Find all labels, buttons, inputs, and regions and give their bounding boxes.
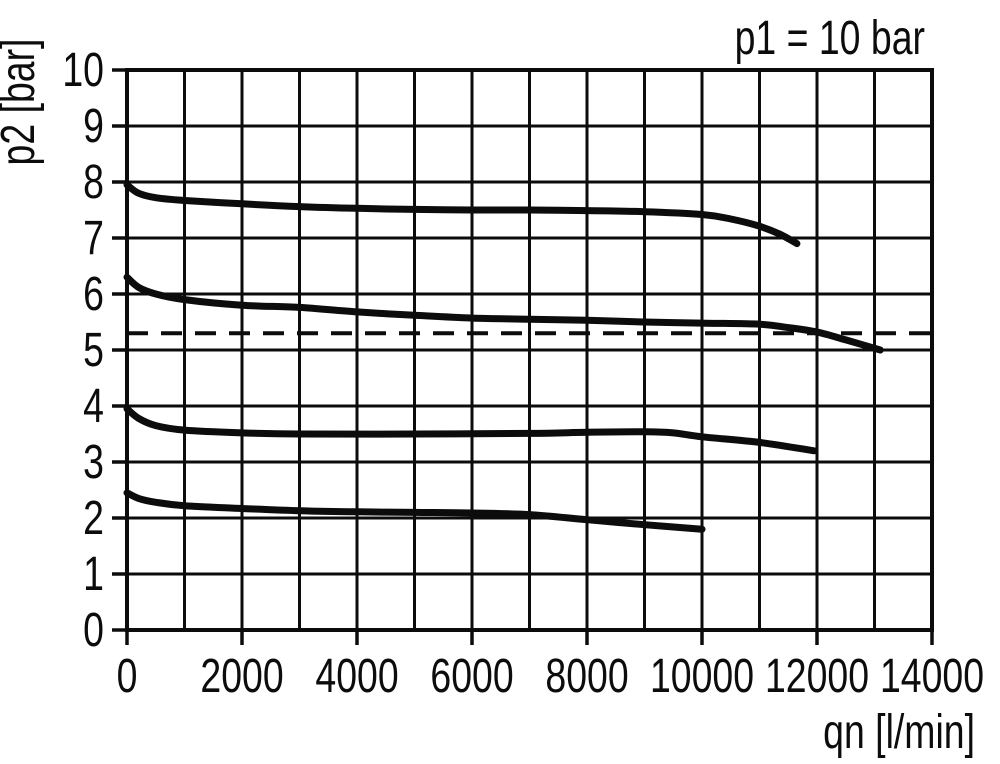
tick-layer: [112, 68, 934, 645]
y-tick-label: 0: [83, 604, 104, 658]
y-tick-label: 6: [83, 268, 104, 322]
grid-layer: [125, 68, 934, 632]
y-tick-label: 9: [83, 100, 104, 154]
y-axis-label: p2 [bar]: [0, 39, 45, 166]
x-tick-label: 4000: [315, 650, 398, 704]
y-tick-label: 7: [83, 212, 104, 266]
x-tick-label: 10000: [650, 650, 754, 704]
y-tick-label: 8: [83, 156, 104, 210]
y-tick-label: 4: [83, 380, 104, 434]
curve-layer: [123, 181, 932, 533]
regulation-curve-setpoint-2.1-bar: [123, 489, 706, 533]
y-tick-label: 2: [83, 492, 104, 546]
regulation-curve-setpoint-3.5-bar: [123, 405, 818, 455]
y-tick-label: 1: [83, 548, 104, 602]
x-tick-label: 6000: [430, 650, 513, 704]
y-tick-label: 10: [62, 44, 104, 98]
y-tick-label: 5: [83, 324, 104, 378]
y-tick-label: 3: [83, 436, 104, 490]
regulation-curve-setpoint-5.5-bar: [123, 273, 884, 354]
regulation-curve-setpoint-7.5-bar: [123, 181, 801, 248]
chart-title: p1 = 10 bar: [735, 12, 925, 66]
x-axis-label: qn [l/min]: [823, 706, 975, 760]
x-tick-label: 0: [117, 650, 138, 704]
x-tick-label: 12000: [765, 650, 869, 704]
x-tick-label: 8000: [545, 650, 628, 704]
x-tick-label: 2000: [200, 650, 283, 704]
x-tick-label: 14000: [880, 650, 984, 704]
